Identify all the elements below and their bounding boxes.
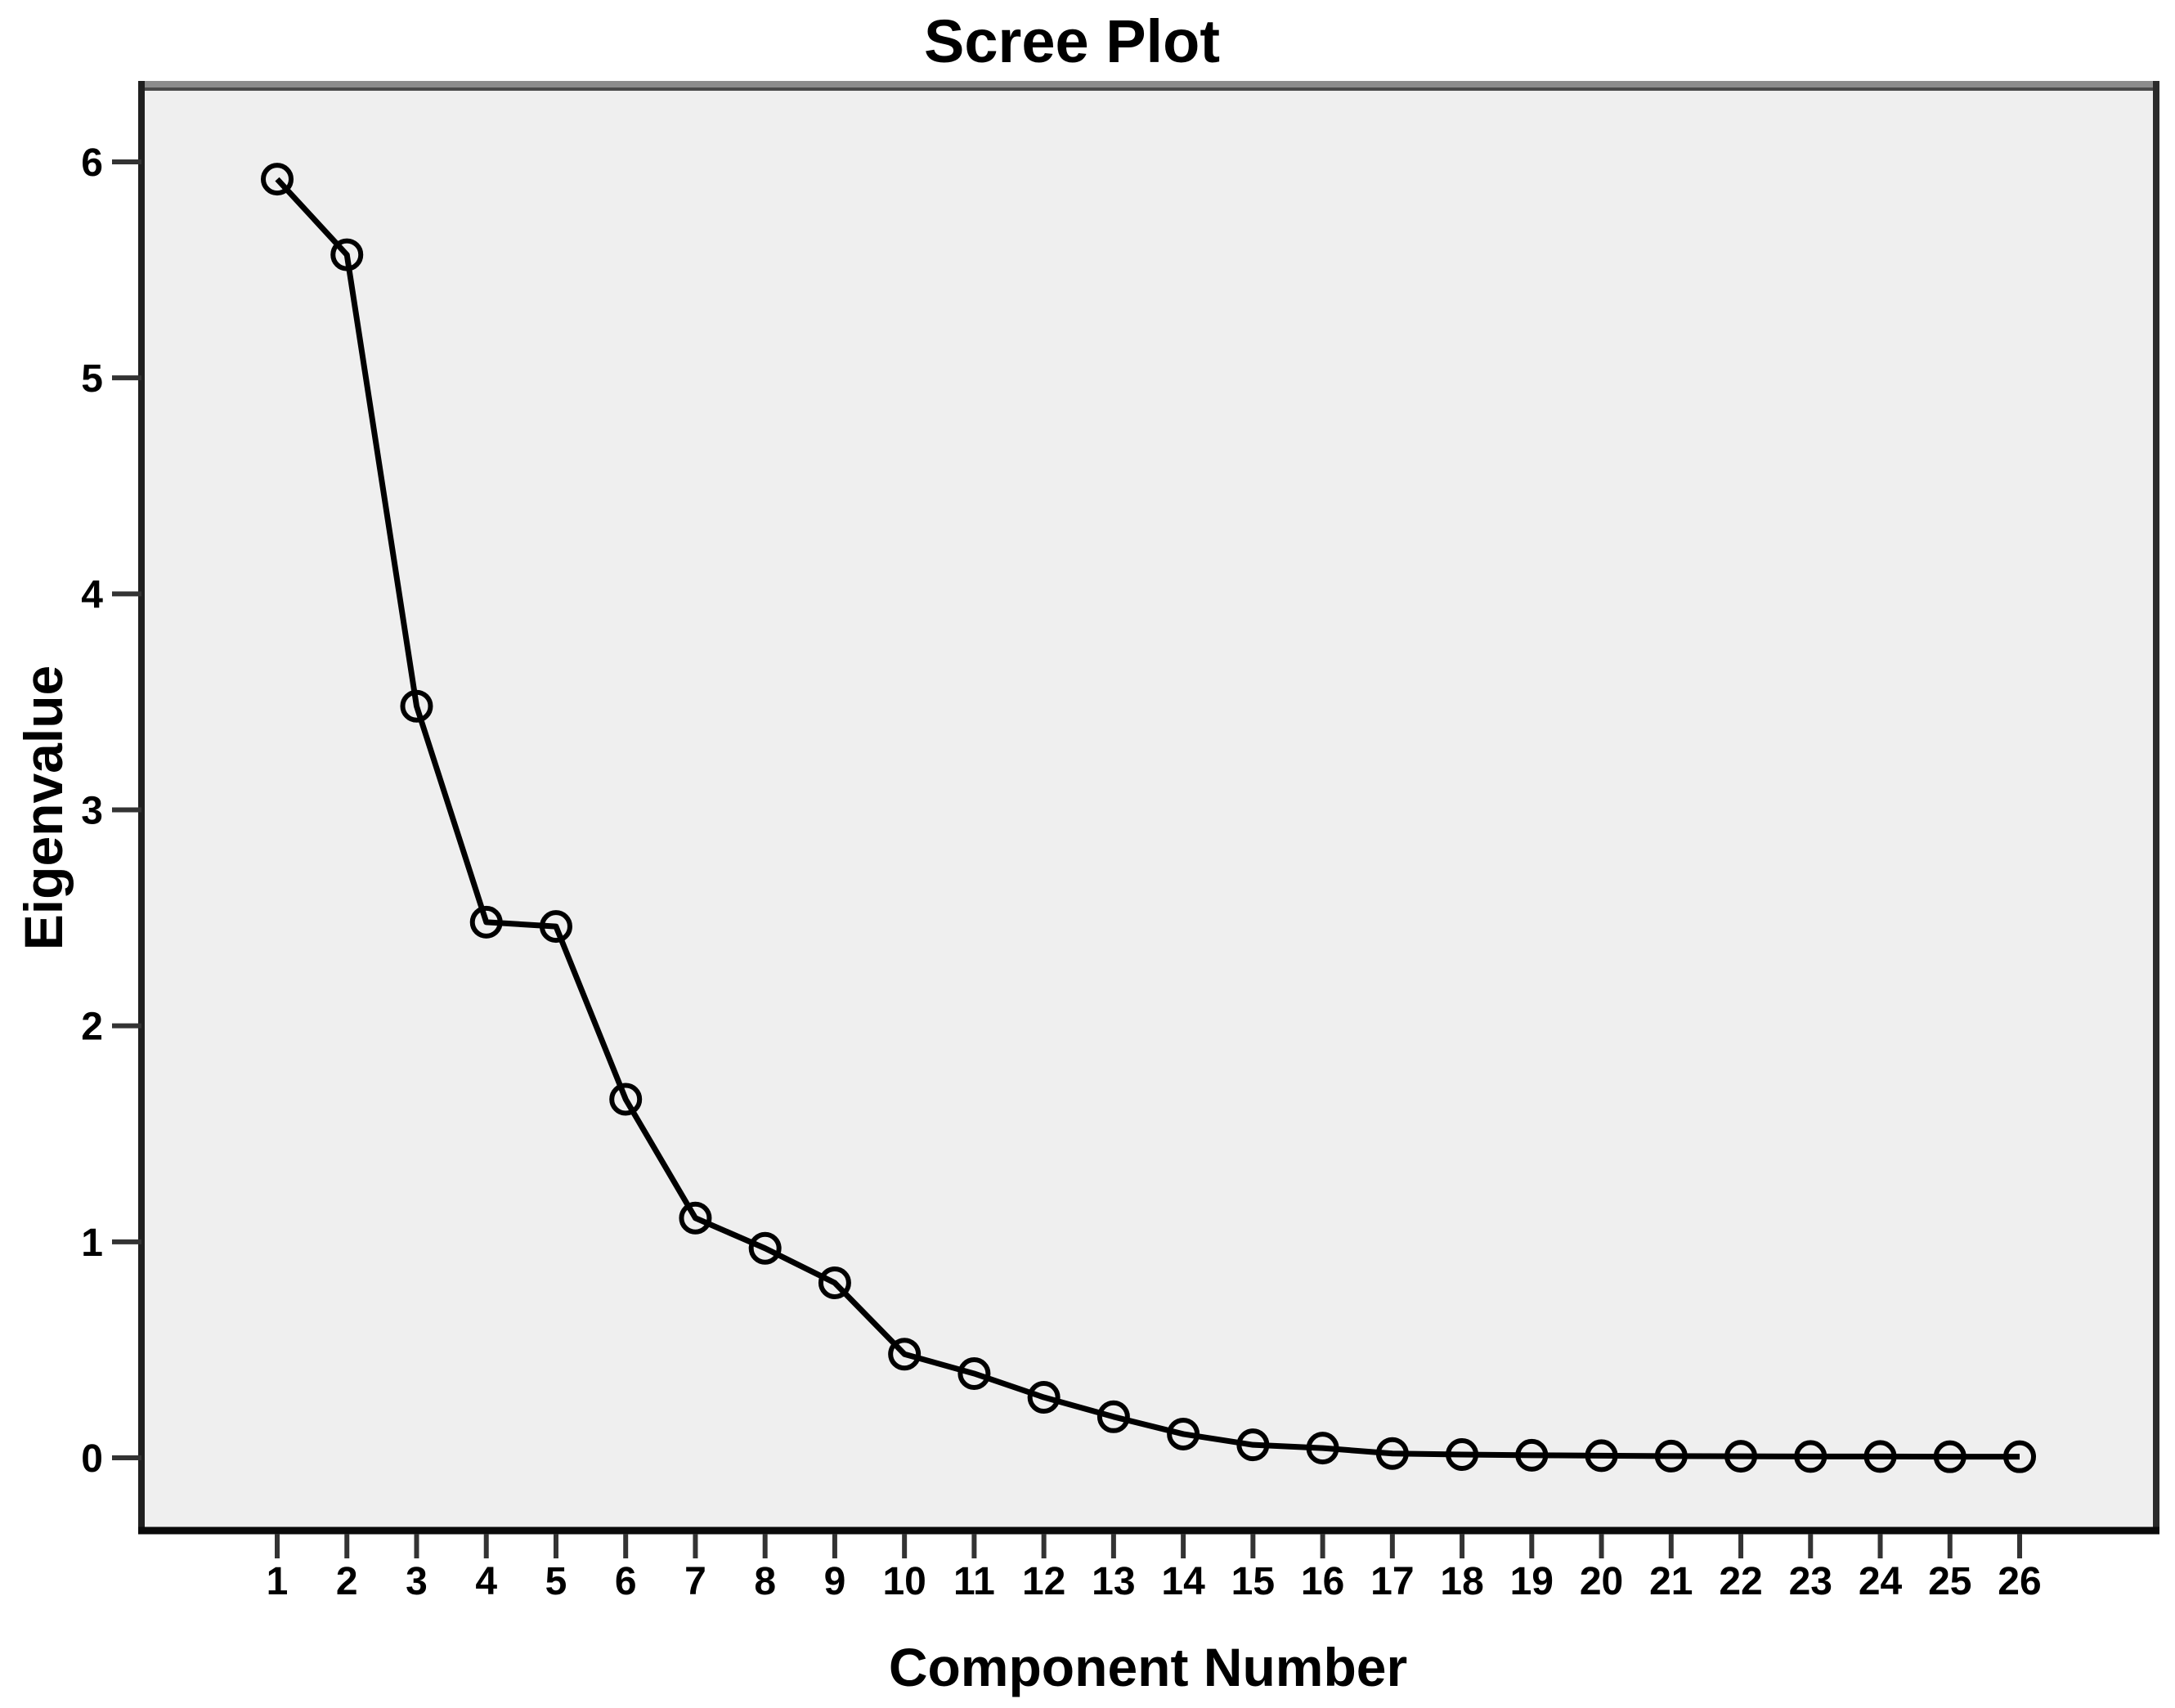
data-point [1654, 1439, 1688, 1473]
x-tick-label: 18 [1440, 1560, 1483, 1603]
data-point [1375, 1437, 1409, 1470]
x-tick-label: 12 [1022, 1560, 1065, 1603]
data-point [1096, 1400, 1130, 1433]
x-tick-label: 21 [1649, 1560, 1693, 1603]
data-point [539, 910, 572, 944]
y-axis-title: Eigenvalue [13, 666, 74, 950]
data-point [1863, 1440, 1897, 1473]
x-tick-label: 20 [1580, 1560, 1623, 1603]
x-tick-label: 2 [336, 1560, 358, 1603]
x-tick-label: 24 [1859, 1560, 1903, 1603]
chart-title: Scree Plot [924, 7, 1220, 75]
x-tick-label: 23 [1789, 1560, 1832, 1603]
data-point [261, 163, 294, 196]
data-point [748, 1231, 782, 1265]
data-series [261, 163, 2036, 1473]
data-point [1236, 1428, 1270, 1462]
x-tick-label: 8 [754, 1560, 776, 1603]
x-axis-ticks: 1 2 3 4 5 6 7 8 9 10 11 12 13 14 15 16 17 18 19 20 21 22 23 24 2… [267, 1534, 2042, 1603]
x-tick-label: 15 [1231, 1560, 1275, 1603]
data-point [1933, 1440, 1966, 1473]
x-tick-label: 14 [1161, 1560, 1205, 1603]
x-tick-label: 1 [267, 1560, 289, 1603]
plot-area [141, 86, 2156, 1531]
y-tick-label: 1 [81, 1222, 103, 1265]
data-point [818, 1266, 851, 1300]
data-point [888, 1338, 922, 1371]
data-point [400, 689, 433, 723]
y-tick-label: 4 [81, 573, 103, 616]
data-point [679, 1201, 712, 1235]
y-tick-label: 3 [81, 789, 103, 832]
y-tick-label: 6 [81, 141, 103, 185]
data-point [1794, 1440, 1827, 1473]
x-tick-label: 3 [406, 1560, 428, 1603]
data-point [1167, 1417, 1200, 1450]
x-tick-label: 25 [1928, 1560, 1971, 1603]
x-tick-label: 6 [615, 1560, 637, 1603]
data-point [1446, 1438, 1479, 1472]
x-tick-label: 4 [475, 1560, 497, 1603]
x-axis-title: Component Number [889, 1637, 1407, 1697]
y-tick-label: 5 [81, 357, 103, 401]
data-point [1306, 1432, 1339, 1465]
data-point [1515, 1438, 1549, 1472]
y-tick-label: 2 [81, 1006, 103, 1049]
x-tick-label: 22 [1719, 1560, 1762, 1603]
y-tick-label: 0 [81, 1437, 103, 1481]
x-tick-label: 10 [882, 1560, 926, 1603]
data-point [609, 1083, 643, 1116]
x-tick-label: 17 [1370, 1560, 1414, 1603]
data-point [957, 1356, 991, 1390]
x-tick-label: 19 [1510, 1560, 1554, 1603]
data-point [1724, 1440, 1758, 1473]
x-tick-label: 11 [953, 1560, 995, 1603]
x-tick-label: 5 [545, 1560, 567, 1603]
x-tick-label: 9 [824, 1560, 846, 1603]
data-point [1585, 1439, 1618, 1473]
data-point [469, 905, 503, 939]
x-tick-label: 7 [684, 1560, 706, 1603]
y-axis-ticks: 0 1 2 3 4 5 6 [81, 141, 141, 1481]
x-tick-label: 26 [1998, 1560, 2041, 1603]
x-tick-label: 13 [1092, 1560, 1135, 1603]
data-point [1027, 1381, 1061, 1414]
data-point [2003, 1440, 2036, 1473]
x-tick-label: 16 [1301, 1560, 1344, 1603]
data-point [330, 238, 364, 271]
